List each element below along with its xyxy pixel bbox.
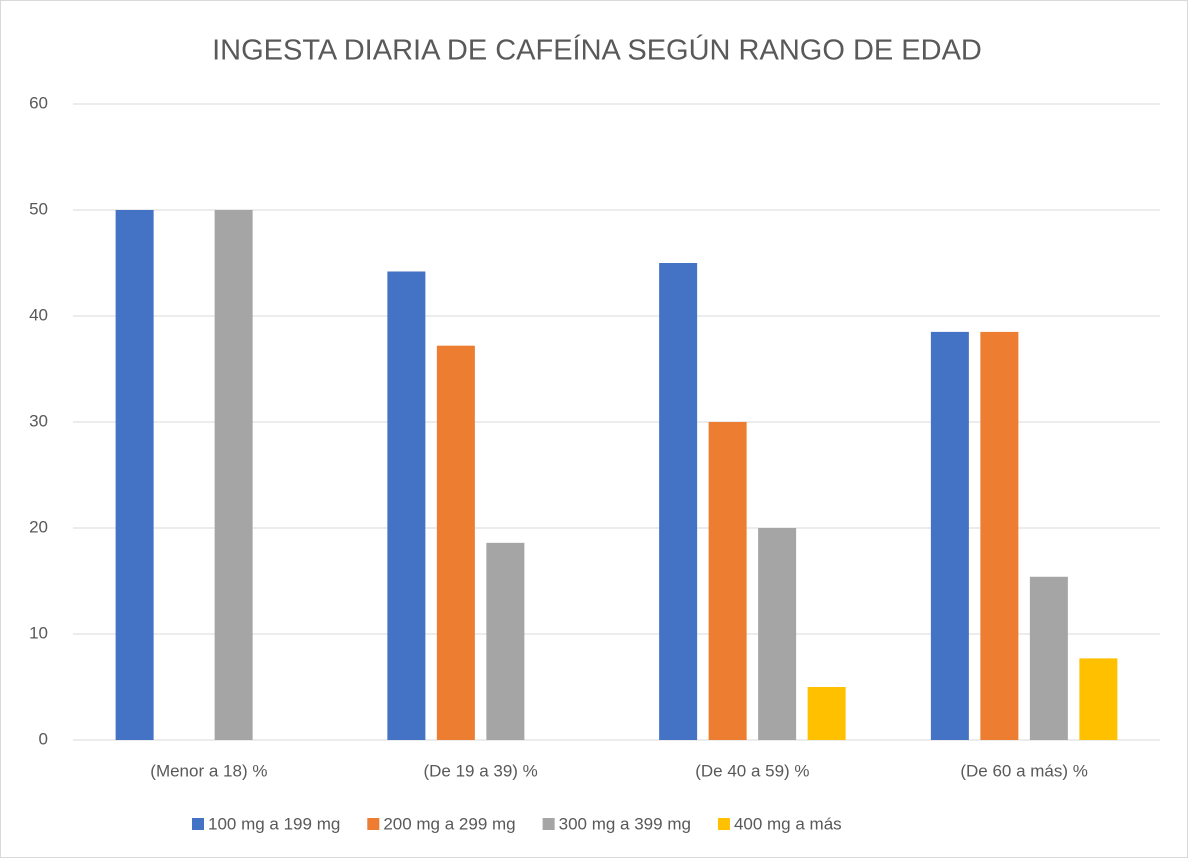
y-tick-label: 40: [29, 305, 48, 324]
bar: [807, 687, 846, 740]
bar: [1029, 576, 1068, 740]
bar: [387, 271, 426, 740]
y-tick-label: 30: [29, 411, 48, 430]
legend-label: 100 mg a 199 mg: [208, 814, 340, 833]
x-tick-label: (De 19 a 39) %: [423, 761, 537, 780]
legend-swatch: [542, 818, 555, 830]
bar: [1079, 658, 1118, 740]
y-tick-label: 50: [29, 199, 48, 218]
y-tick-label: 10: [29, 623, 48, 642]
legend-swatch: [192, 818, 204, 830]
legend-label: 200 mg a 299 mg: [383, 814, 515, 833]
x-tick-label: (De 40 a 59) %: [695, 761, 809, 780]
bar: [930, 331, 969, 740]
bar: [980, 331, 1019, 740]
legend-label: 300 mg a 399 mg: [559, 814, 691, 833]
legend-label: 400 mg a más: [734, 814, 842, 833]
bar: [708, 422, 747, 740]
x-tick-label: (Menor a 18) %: [150, 761, 267, 780]
y-tick-label: 60: [29, 93, 48, 112]
bar: [659, 263, 698, 740]
y-tick-label: 0: [39, 729, 48, 748]
legend-swatch: [717, 818, 730, 830]
bar: [115, 210, 154, 740]
bar: [486, 542, 525, 740]
bar: [214, 210, 253, 740]
y-tick-label: 20: [29, 517, 48, 536]
chart-title: INGESTA DIARIA DE CAFEÍNA SEGÚN RANGO DE…: [212, 34, 982, 67]
x-tick-label: (De 60 a más) %: [960, 761, 1088, 780]
bar: [758, 528, 797, 740]
legend-swatch: [367, 818, 380, 830]
bar: [436, 345, 475, 740]
